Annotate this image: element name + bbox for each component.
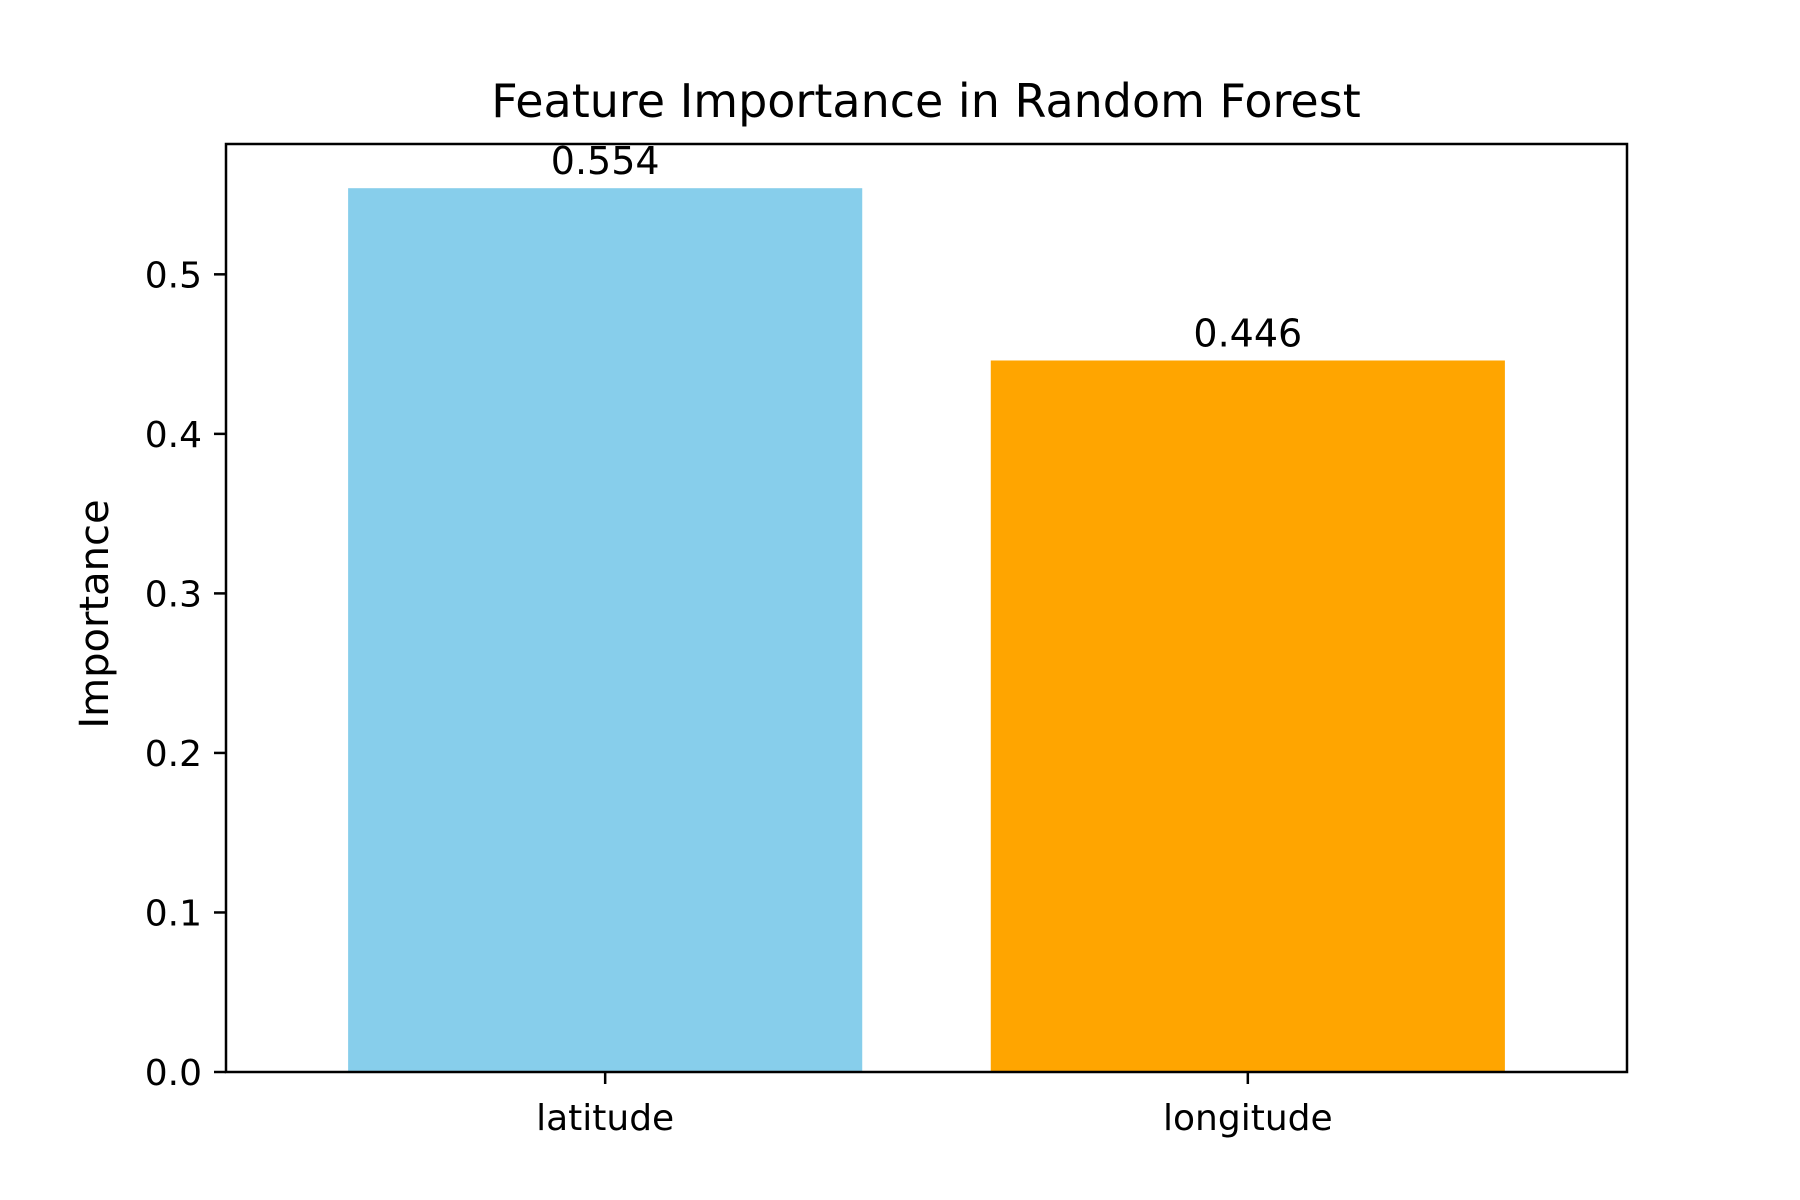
x-tick-label-longitude: longitude bbox=[1163, 1098, 1333, 1139]
bar-value-labels: 0.554 0.446 bbox=[551, 139, 1302, 355]
bars-layer bbox=[348, 188, 1505, 1072]
y-tick-label: 0.0 bbox=[145, 1053, 202, 1094]
bar-longitude bbox=[990, 360, 1505, 1072]
y-axis-ticks: 0.0 0.1 0.2 0.3 0.4 0.5 bbox=[145, 255, 226, 1094]
y-tick-label: 0.4 bbox=[145, 415, 202, 456]
x-tick-label-latitude: latitude bbox=[536, 1098, 674, 1139]
value-label-latitude: 0.554 bbox=[551, 139, 660, 183]
chart-title: Feature Importance in Random Forest bbox=[491, 74, 1360, 128]
value-label-longitude: 0.446 bbox=[1193, 311, 1302, 355]
bar-latitude bbox=[348, 188, 863, 1072]
y-tick-label: 0.2 bbox=[145, 734, 202, 775]
y-tick-label: 0.3 bbox=[145, 574, 202, 615]
x-axis-ticks: latitude longitude bbox=[536, 1072, 1333, 1139]
y-tick-label: 0.5 bbox=[145, 255, 202, 296]
y-axis-label: Importance bbox=[72, 499, 118, 728]
plot-frame bbox=[224, 142, 1629, 1074]
y-tick-label: 0.1 bbox=[145, 893, 202, 934]
